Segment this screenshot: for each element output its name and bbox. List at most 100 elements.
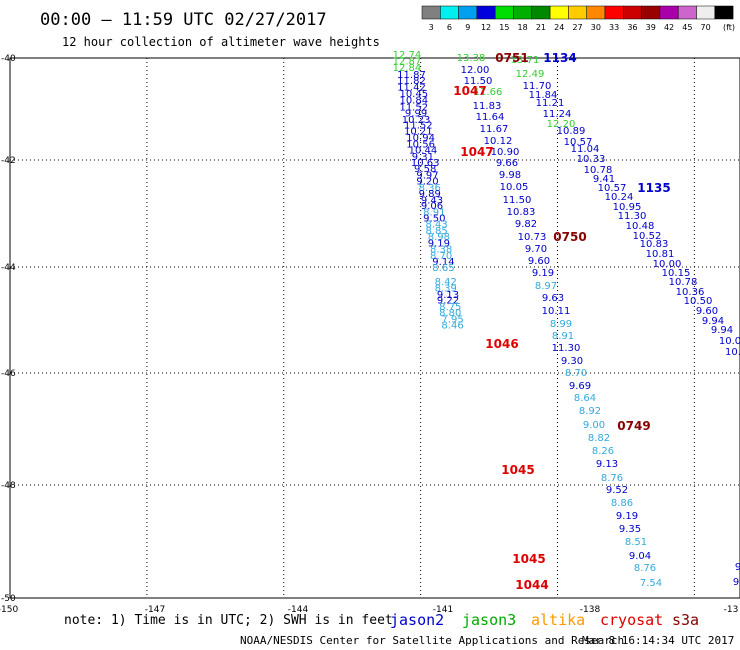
legend-bin-label: 27 <box>572 23 582 32</box>
swh-label: 10.33 <box>577 154 606 165</box>
swh-label: 10.0 <box>719 336 740 347</box>
swh-label: 11.84 <box>529 90 558 101</box>
legend-bin-label: 15 <box>499 23 509 32</box>
legend-swatch <box>513 5 533 20</box>
y-tick-label: -50 <box>1 594 16 604</box>
swh-label: 11.24 <box>543 109 572 120</box>
swh-label: 8.76 <box>601 473 623 484</box>
swh-label: 9.30 <box>561 356 583 367</box>
legend-swatch <box>549 5 569 20</box>
swh-label: 10.44 <box>409 146 438 157</box>
satellite-legend: jason2 jason3 altika cryosat s3a <box>390 611 699 629</box>
swh-label: 9.89 <box>419 189 441 200</box>
swh-label: 9.82 <box>515 219 537 230</box>
legend-unit-label: (ft) <box>723 23 735 32</box>
swh-label: 10.83 <box>640 239 669 250</box>
legend-swatch <box>586 5 606 20</box>
legend-bin-label: 33 <box>609 23 619 32</box>
swh-label: 8.80 <box>439 308 461 319</box>
legend-bin-label: 39 <box>646 23 656 32</box>
swh-label: 10.52 <box>633 231 662 242</box>
swh-label: 9.41 <box>593 174 615 185</box>
swh-label: 11.66 <box>474 87 503 98</box>
pass-time-label: 0751 <box>495 51 528 65</box>
swh-label: 13.71 <box>511 55 540 66</box>
legend-bin-label: 36 <box>627 23 637 32</box>
swh-label: 11.30 <box>552 343 581 354</box>
swh-label: 8.70 <box>430 251 452 262</box>
legend-swatch <box>458 5 478 20</box>
legend-swatch <box>494 5 514 20</box>
swh-label: 8.82 <box>588 433 610 444</box>
swh-label: 11.50 <box>464 76 493 87</box>
y-tick-label: -40 <box>1 54 16 64</box>
swh-label: 11.67 <box>480 124 509 135</box>
pass-time-labels: 0751 1134 1047 1047 1135 0750 1046 0749 1045 1045… <box>453 51 670 592</box>
swh-label: 8.43 <box>425 220 447 231</box>
swh-label: 8.26 <box>592 446 614 457</box>
track-labels: 13.3812.0011.5013.7112.4911.7011.8411.21… <box>457 53 740 589</box>
satellite-legend-altika: altika <box>531 611 585 629</box>
legend-swatch <box>476 5 496 20</box>
swh-label: 9.58 <box>414 164 436 175</box>
legend-swatch <box>677 5 697 20</box>
swh-label: 11.21 <box>536 98 565 109</box>
legend-swatch <box>421 5 441 20</box>
legend-swatch <box>568 5 587 20</box>
legend-bin-label: 45 <box>682 23 692 32</box>
swh-label: 10.84 <box>399 95 428 106</box>
swh-label: 9.70 <box>525 244 547 255</box>
swh-label: 9.98 <box>499 170 521 181</box>
swh-label: 10.73 <box>518 232 547 243</box>
satellite-legend-jason3: jason3 <box>462 611 516 629</box>
swh-label: 11.87 <box>397 70 426 81</box>
swh-label: 8.85 <box>425 226 447 237</box>
swh-label: 10.95 <box>613 202 642 213</box>
axis-ticks: -40 -42 -44 -46 -48 -50-150 -147 -144 -141 -138 -1… <box>0 54 738 615</box>
swh-label: 10.21 <box>404 127 433 138</box>
swh-label: 9.60 <box>696 306 718 317</box>
swh-label: 10.57 <box>598 183 627 194</box>
pass-time-label: 1047 <box>460 145 493 159</box>
swh-label: 10.00 <box>653 259 682 270</box>
swh-label: 10.83 <box>507 207 536 218</box>
pass-time-label: 1045 <box>512 552 545 566</box>
legend-swatch <box>531 5 551 20</box>
legend-swatch <box>714 5 734 20</box>
swh-label: 12.49 <box>516 69 545 80</box>
swh-label: 12.87 <box>393 56 422 67</box>
swh-label: 9.13 <box>437 290 459 301</box>
swh-color-legend: 3 6 9 12 15 18 21 24 27 30 33 36 39 42 45 70 (ft) <box>421 5 735 32</box>
swh-label: 11.52 <box>399 102 428 113</box>
x-tick-label: -147 <box>145 605 165 615</box>
swh-label: 9.60 <box>528 256 550 267</box>
swh-label: 9.94 <box>702 316 724 327</box>
legend-swatch <box>696 5 716 20</box>
swh-label: 8.36 <box>419 183 441 194</box>
swh-label: 11.83 <box>473 101 502 112</box>
swh-label: 12.74 <box>393 50 422 61</box>
swh-label: 10.94 <box>406 133 435 144</box>
swh-label: 9.52 <box>606 485 628 496</box>
swh-label: 10.23 <box>402 115 431 126</box>
swh-label: 11.50 <box>503 195 532 206</box>
legend-bin-label: 18 <box>518 23 528 32</box>
swh-label: 10.56 <box>406 140 435 151</box>
swh-label: 8.65 <box>432 263 454 274</box>
swh-label: 10.11 <box>542 306 571 317</box>
swh-label: 9.31 <box>412 152 434 163</box>
swh-label: 11.42 <box>397 82 426 93</box>
pass-time-label: 1046 <box>485 337 518 351</box>
swh-label: 9.66 <box>496 158 518 169</box>
legend-bin-label: 9 <box>465 23 470 32</box>
swh-label: 8.92 <box>579 406 601 417</box>
swh-label: 8.91 <box>423 208 445 219</box>
x-tick-label: -141 <box>433 605 453 615</box>
swh-label: 10.63 <box>411 158 440 169</box>
pass-time-label: 1134 <box>543 51 576 65</box>
pass-time-label: 0750 <box>553 230 586 244</box>
x-tick-label: -138 <box>580 605 601 615</box>
swh-label: 11.04 <box>571 144 600 155</box>
swh-label: 9.99 <box>405 108 427 119</box>
